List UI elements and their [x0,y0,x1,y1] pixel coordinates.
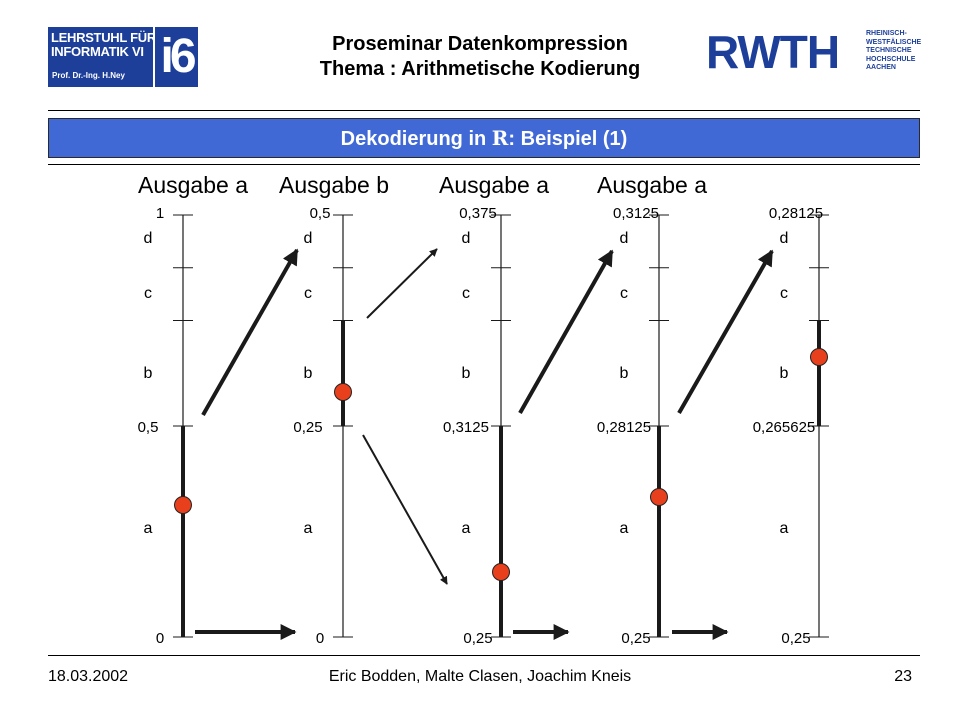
output-heading: Ausgabe a [439,172,549,198]
scale-top-label: 0,375 [459,205,497,222]
header-title-line1: Proseminar Datenkompression [332,33,628,55]
scale-mid-label: 0,3125 [443,419,489,436]
scale-mid-label: 0,5 [138,419,159,436]
symbol-label: c [304,285,312,302]
section-title-suffix: : Beispiel (1) [508,128,628,150]
zoom-arrow [677,249,774,414]
symbol-label: b [144,365,153,382]
symbol-label: d [144,230,153,247]
rwth-logo-subtitle: RHEINISCH- WESTFÄLISCHE TECHNISCHE HOCHS… [866,30,921,73]
zoom-arrow [362,434,448,585]
scale-top-label: 0,28125 [769,205,823,222]
symbol-label: d [620,230,629,247]
symbol-label: b [620,365,629,382]
footer-page-number: 23 [894,668,912,685]
rwth-logo-mark: RWTH [706,26,840,78]
scale-mid-label: 0,25 [293,419,322,436]
rwth-sub-line: AACHEN [866,64,896,71]
scale-mid-label: 0,265625 [753,419,816,436]
logo-left-line1: LEHRSTUHL FÜR [51,30,156,45]
symbol-label: a [780,520,789,537]
lehrstuhl-logo: LEHRSTUHL FÜR INFORMATIK VI Prof. Dr.-In… [48,27,198,87]
scale-bottom-label: 0 [156,630,164,647]
symbol-label: c [780,285,788,302]
symbol-label: a [144,520,153,537]
symbol-label: b [462,365,471,382]
scale-bottom-label: 0,25 [781,630,810,647]
code-value-marker [492,563,510,581]
symbol-label: c [462,285,470,302]
output-heading: Ausgabe b [279,172,389,198]
symbol-label: d [304,230,313,247]
rwth-sub-line: HOCHSCHULE [866,55,916,63]
symbol-label: c [144,285,152,302]
header-title: Proseminar Datenkompression Thema : Arit… [230,32,730,82]
code-value-marker [174,496,192,514]
zoom-arrow [518,249,614,414]
symbol-label: b [304,365,313,382]
symbol-label: d [780,230,789,247]
scale-top-label: 1 [156,205,164,222]
header-title-line2: Thema : Arithmetische Kodierung [319,58,641,80]
code-value-marker [650,488,668,506]
section-title-symbol: R [491,126,509,150]
symbol-label: c [620,285,628,302]
i6-logo-mark: i6 [155,27,198,87]
symbol-label: a [304,520,313,537]
zoom-arrow [201,248,299,416]
footer-rule [48,655,920,656]
scale-top-label: 0,3125 [613,205,659,222]
footer-date: 18.03.2002 [48,668,129,685]
scale-top-label: 0,5 [310,205,331,222]
section-rule [48,164,920,165]
logo-left-line2: INFORMATIK VI [51,44,144,59]
output-heading: Ausgabe a [597,172,707,198]
code-value-marker [334,383,352,401]
section-title-prefix: Dekodierung in [340,128,492,150]
rwth-sub-line: RHEINISCH- [866,30,907,37]
header-rule [48,110,920,111]
section-title: Dekodierung in R: Beispiel (1) [48,118,920,158]
footer-authors: Eric Bodden, Malte Clasen, Joachim Kneis [328,668,632,685]
scale-bottom-label: 0,25 [463,630,492,647]
logo-left-box [48,27,153,87]
zoom-arrow [366,248,438,319]
rwth-logo: RWTH RHEINISCH- WESTFÄLISCHE TECHNISCHE … [706,27,921,77]
symbol-label: d [462,230,471,247]
scale-bottom-label: 0 [316,630,324,647]
scale-mid-label: 0,28125 [597,419,651,436]
symbol-label: a [462,520,471,537]
scale-bottom-label: 0,25 [621,630,650,647]
rwth-sub-line: TECHNISCHE [866,47,912,54]
code-value-marker [810,348,828,366]
logo-left-line3: Prof. Dr.-Ing. H.Ney [52,71,125,80]
rwth-sub-line: WESTFÄLISCHE [866,38,922,46]
output-heading: Ausgabe a [138,172,248,198]
symbol-label: a [620,520,629,537]
symbol-label: b [780,365,789,382]
